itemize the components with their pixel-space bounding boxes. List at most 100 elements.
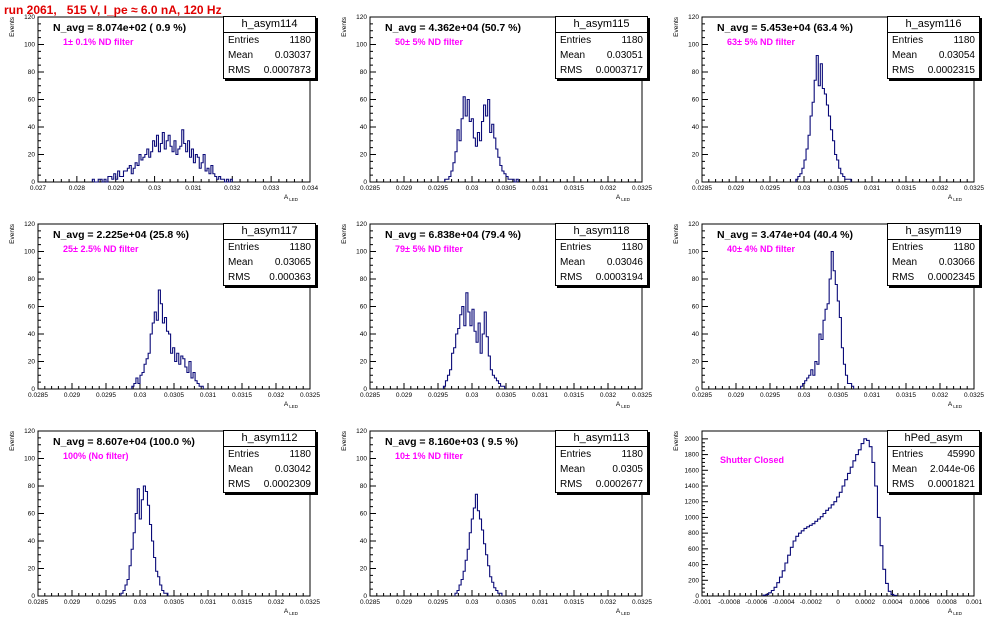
navg-label: N_avg = 3.474e+04 (40.4 %) — [717, 229, 854, 241]
x-tick-label: 0.0305 — [164, 392, 184, 399]
x-tick-label: 0.029 — [396, 185, 413, 192]
x-tick-label: 0.034 — [302, 185, 319, 192]
histogram-plot: 0.0285 0.029 0.0295 0.03 0.0305 0.031 0.0315 0.… — [673, 221, 984, 409]
stats-value-entries: 1180 — [621, 449, 643, 460]
y-tick-label: 0 — [695, 593, 699, 600]
x-axis-label: ALED — [948, 401, 963, 409]
x-tick-label: 0.0295 — [428, 599, 448, 606]
y-tick-label: 80 — [360, 276, 368, 283]
stats-row-mean: Mean 0.0305 — [556, 462, 647, 477]
y-tick-label: 120 — [24, 428, 35, 435]
y-tick-label: 40 — [28, 124, 36, 131]
x-tick-label: 0.0315 — [564, 392, 584, 399]
run-title: run 2061, 515 V, I_pe ≈ 6.0 nA, 120 Hz — [4, 3, 222, 17]
x-tick-label: 0.032 — [600, 185, 617, 192]
y-tick-label: 1800 — [685, 452, 700, 459]
y-tick-label: 80 — [28, 69, 36, 76]
y-tick-label: 100 — [356, 42, 367, 49]
x-tick-label: 0.0008 — [937, 599, 957, 606]
x-tick-label: 0.029 — [728, 392, 745, 399]
y-tick-label: 0 — [695, 179, 699, 186]
x-tick-label: 0.0295 — [760, 185, 780, 192]
stats-label-entries: Entries — [228, 449, 260, 460]
stats-box: h_asym119 Entries 1180 Mean 0.03066 RMS 0.0002… — [887, 223, 980, 286]
stats-row-rms: RMS 0.0002345 — [888, 270, 979, 285]
stats-box: h_asym115 Entries 1180 Mean 0.03051 RMS 0.0003… — [555, 16, 648, 79]
x-tick-label: 0.0325 — [964, 392, 984, 399]
y-tick-label: 100 — [356, 456, 367, 463]
x-tick-label: 0.032 — [600, 599, 617, 606]
y-tick-label: 120 — [688, 221, 699, 228]
x-tick-label: 0.032 — [268, 392, 285, 399]
x-tick-label: 0.03 — [466, 599, 479, 606]
x-tick-label: 0.0285 — [360, 599, 380, 606]
stats-box: h_asym116 Entries 1180 Mean 0.03054 RMS 0.0002… — [887, 16, 980, 79]
x-tick-label: 0.032 — [932, 185, 949, 192]
x-tick-label: 0.0325 — [632, 392, 652, 399]
histogram-panel-h_asym114: 0.027 0.028 0.029 0.03 0.031 0.032 0.033 0.034 0… — [0, 0, 332, 207]
y-tick-label: 0 — [31, 386, 35, 393]
y-tick-label: 40 — [360, 538, 368, 545]
y-tick-label: 400 — [688, 562, 699, 569]
stats-label-mean: Mean — [560, 50, 586, 61]
x-tick-label: 0.0305 — [496, 599, 516, 606]
stats-value-entries: 1180 — [289, 242, 311, 253]
y-tick-label: 200 — [688, 577, 699, 584]
stats-row-rms: RMS 0.0002677 — [556, 477, 647, 492]
stats-value-mean: 0.03066 — [938, 257, 975, 268]
stats-value-mean: 0.03042 — [274, 464, 311, 475]
x-tick-label: 0.029 — [64, 599, 81, 606]
x-tick-label: 0.0305 — [828, 185, 848, 192]
y-tick-label: 2000 — [685, 436, 700, 443]
x-tick-label: 0.0285 — [28, 392, 48, 399]
y-tick-label: 20 — [360, 566, 368, 573]
stats-row-mean: Mean 0.03066 — [888, 255, 979, 270]
x-tick-label: 0.0285 — [360, 185, 380, 192]
stats-value-mean: 2.044e-06 — [929, 464, 975, 475]
histogram-panel-h_asym115: 0.0285 0.029 0.0295 0.03 0.0305 0.031 0.0315 0.… — [332, 0, 664, 207]
navg-label: N_avg = 8.160e+03 ( 9.5 %) — [385, 436, 519, 448]
x-tick-label: 0.0325 — [632, 185, 652, 192]
stats-label-entries: Entries — [560, 449, 592, 460]
histogram-name: h_asym115 — [556, 17, 647, 33]
y-tick-label: 120 — [356, 428, 367, 435]
x-tick-label: 0.0315 — [564, 599, 584, 606]
x-tick-label: 0.032 — [600, 392, 617, 399]
y-tick-label: 1200 — [685, 499, 700, 506]
stats-label-mean: Mean — [892, 464, 918, 475]
x-tick-label: 0.03 — [148, 185, 161, 192]
x-tick-label: 0.0325 — [300, 599, 320, 606]
filter-label: 100% (No filter) — [63, 451, 129, 461]
y-tick-label: 20 — [28, 152, 36, 159]
x-tick-label: 0.031 — [864, 392, 881, 399]
histogram-name: h_asym112 — [224, 431, 315, 447]
stats-value-rms: 0.0003717 — [595, 65, 643, 76]
x-tick-label: 0.0325 — [632, 599, 652, 606]
stats-row-mean: Mean 0.03042 — [224, 462, 315, 477]
x-tick-label: 0.001 — [966, 599, 983, 606]
histogram-name: h_asym113 — [556, 431, 647, 447]
histogram-outline — [442, 292, 506, 389]
stats-label-rms: RMS — [560, 65, 583, 76]
histogram-plot: 0.0285 0.029 0.0295 0.03 0.0305 0.031 0.0315 0.… — [341, 14, 652, 202]
y-tick-label: 20 — [28, 359, 36, 366]
histogram-outline — [120, 485, 169, 596]
x-tick-label: 0.031 — [532, 392, 549, 399]
x-tick-label: 0.0295 — [428, 185, 448, 192]
y-tick-label: 60 — [360, 304, 368, 311]
x-tick-label: 0.0285 — [692, 185, 712, 192]
stats-row-mean: Mean 0.03046 — [556, 255, 647, 270]
x-axis-label: ALED — [948, 608, 963, 616]
x-tick-label: 0 — [836, 599, 840, 606]
stats-value-rms: 0.0002677 — [595, 479, 643, 490]
y-tick-label: 100 — [24, 249, 35, 256]
stats-label-rms: RMS — [560, 479, 583, 490]
navg-label: N_avg = 8.607e+04 (100.0 %) — [53, 436, 195, 448]
x-tick-label: 0.0315 — [564, 185, 584, 192]
y-tick-label: 20 — [28, 566, 36, 573]
histogram-name: h_asym119 — [888, 224, 979, 240]
y-tick-label: 80 — [360, 483, 368, 490]
stats-value-mean: 0.03051 — [606, 50, 643, 61]
x-tick-label: 0.0305 — [164, 599, 184, 606]
x-axis-label: ALED — [616, 194, 631, 202]
